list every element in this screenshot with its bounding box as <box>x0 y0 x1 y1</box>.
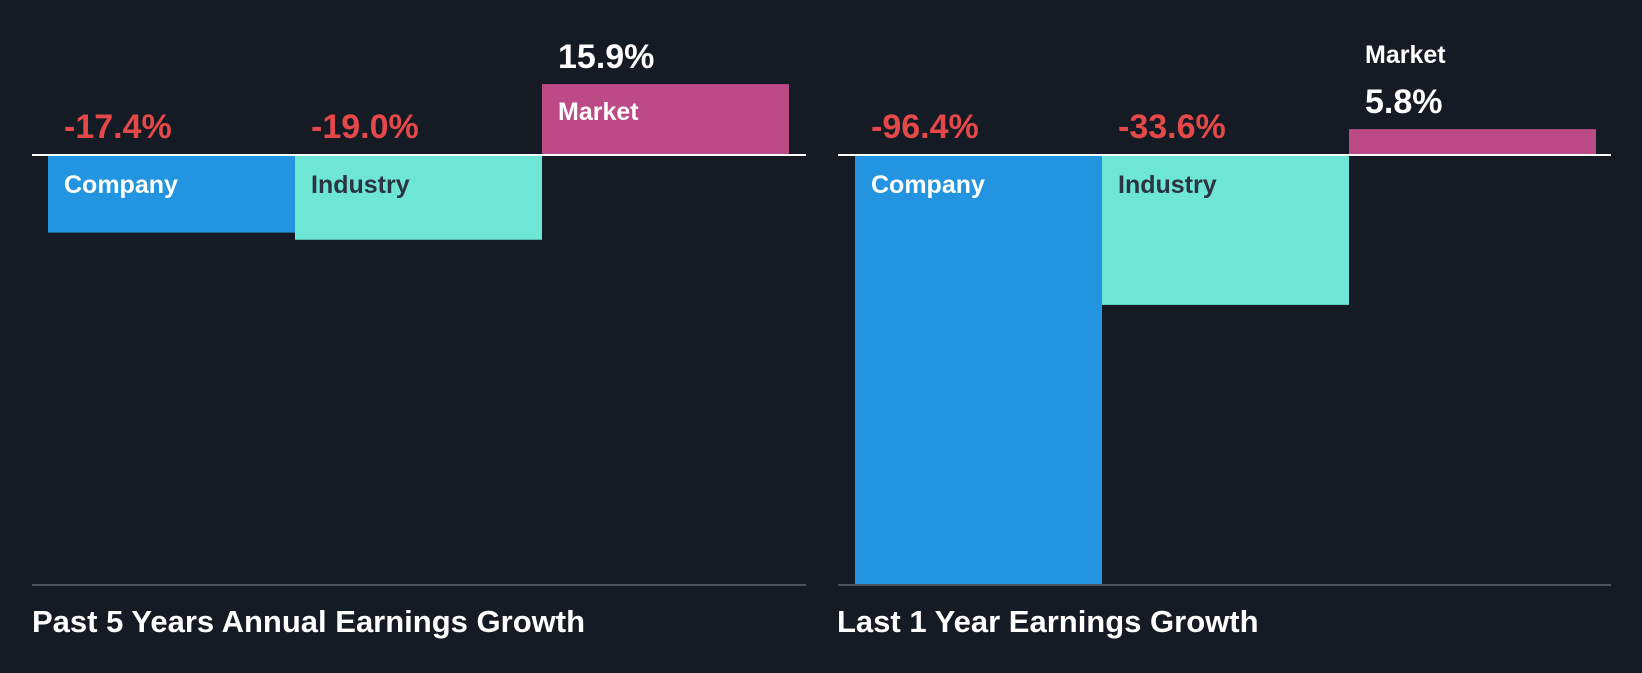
value-label-industry-2: -33.6% <box>1118 108 1226 146</box>
bar-industry-2 <box>1102 155 1349 305</box>
bar-market-1 <box>542 84 789 155</box>
bar-market-2 <box>1349 129 1596 155</box>
chart-title-past-5-years: Past 5 Years Annual Earnings Growth <box>32 604 586 639</box>
value-label-market-2: 5.8% <box>1365 83 1443 121</box>
bar-company-2 <box>855 155 1102 585</box>
category-label-industry-2: Industry <box>1118 171 1217 199</box>
bar-company-1 <box>48 155 295 233</box>
bar-industry-1 <box>295 155 542 240</box>
category-label-market-1: Market <box>558 98 639 126</box>
category-label-industry-1: Industry <box>311 171 410 199</box>
chart-title-last-1-year: Last 1 Year Earnings Growth <box>837 604 1259 639</box>
value-label-market-1: 15.9% <box>558 38 654 76</box>
value-label-industry-1: -19.0% <box>311 108 419 146</box>
category-label-market-2: Market <box>1365 41 1446 69</box>
value-label-company-1: -17.4% <box>64 108 172 146</box>
category-label-company-2: Company <box>871 171 985 199</box>
category-label-company-1: Company <box>64 171 178 199</box>
value-label-company-2: -96.4% <box>871 108 979 146</box>
